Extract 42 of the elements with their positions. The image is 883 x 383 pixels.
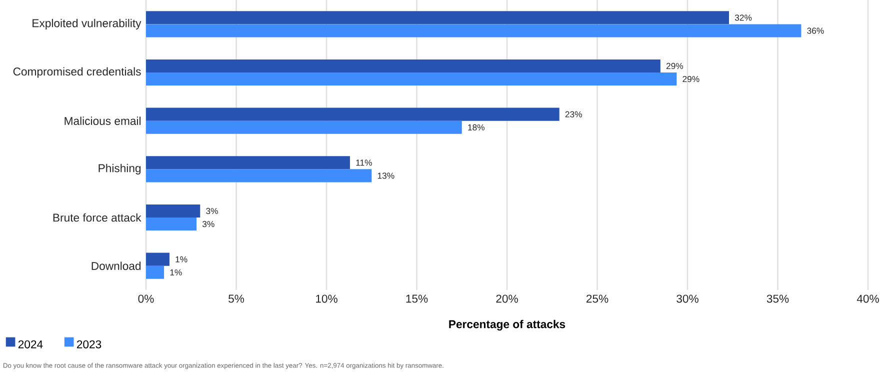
y-tick-label: Exploited vulnerability xyxy=(32,18,142,30)
bar xyxy=(146,169,372,182)
y-tick-label: Download xyxy=(92,262,141,270)
bar xyxy=(146,266,164,279)
y-tick-label: Compromised credentials xyxy=(13,67,141,78)
bar xyxy=(146,108,560,121)
x-tick-label: 25% xyxy=(586,294,608,303)
data-label: 13% xyxy=(378,172,394,179)
x-tick-label: 5% xyxy=(228,294,244,303)
data-label: 3% xyxy=(206,208,218,214)
bar xyxy=(146,24,802,38)
data-label: 29% xyxy=(666,62,684,70)
x-tick-label: 40% xyxy=(856,294,879,303)
data-label: 29% xyxy=(682,76,700,82)
x-axis-title: Percentage of attacks xyxy=(449,320,566,331)
x-tick-label: 10% xyxy=(316,294,338,303)
bar xyxy=(146,72,677,86)
bar xyxy=(146,120,462,134)
bar xyxy=(146,59,660,73)
data-label: 3% xyxy=(202,220,214,228)
y-tick-label: Malicious email xyxy=(64,116,140,125)
x-tick-label: 15% xyxy=(406,294,428,303)
data-label: 1% xyxy=(176,256,188,262)
bar xyxy=(146,156,350,170)
x-tick-label: 35% xyxy=(766,294,789,303)
bar xyxy=(146,11,730,24)
data-label: 32% xyxy=(734,14,752,21)
data-label: 1% xyxy=(170,269,182,276)
data-label: 18% xyxy=(468,124,484,130)
legend-label: 2024 xyxy=(18,340,43,348)
data-label: 36% xyxy=(807,28,824,34)
y-tick-label: Brute force attack xyxy=(53,213,142,222)
bar xyxy=(146,252,170,266)
data-label: 23% xyxy=(565,111,582,118)
x-tick-label: 0% xyxy=(138,294,154,303)
bar xyxy=(146,204,200,218)
data-label: 11% xyxy=(356,160,372,166)
x-tick-label: 30% xyxy=(676,294,698,303)
y-tick-label: Phishing xyxy=(98,164,141,174)
x-tick-label: 20% xyxy=(496,294,518,303)
bar xyxy=(146,218,197,231)
legend-label: 2023 xyxy=(76,340,102,348)
